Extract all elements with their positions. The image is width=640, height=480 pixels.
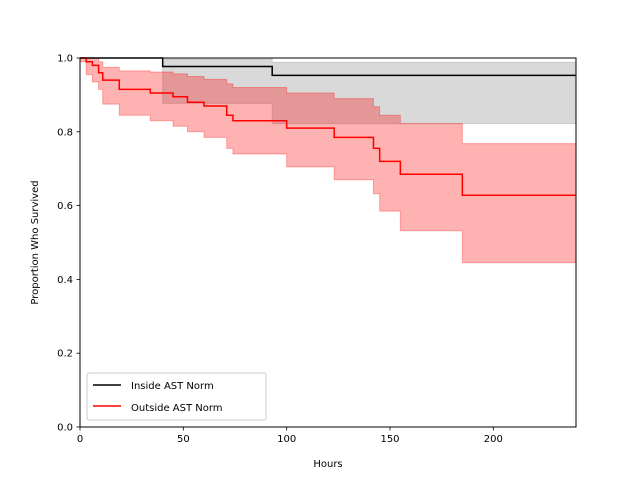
legend-label-inside: Inside AST Norm bbox=[131, 381, 214, 392]
confidence-bands bbox=[79, 57, 577, 264]
plot-frame bbox=[79, 57, 577, 428]
y-tick-label: 1.0 bbox=[57, 54, 73, 65]
y-axis-ticks: 0.0 0.2 0.4 0.6 0.8 1.0 bbox=[57, 54, 80, 434]
confidence-band-outside bbox=[79, 57, 577, 264]
survival-line-outside bbox=[80, 57, 576, 197]
x-tick-label: 100 bbox=[277, 434, 296, 445]
legend-label-outside: Outside AST Norm bbox=[131, 403, 223, 414]
x-tick-label: 200 bbox=[484, 434, 503, 445]
x-axis-label: Hours bbox=[313, 459, 342, 470]
x-tick-label: 50 bbox=[177, 434, 190, 445]
y-tick-label: 0.2 bbox=[57, 349, 73, 360]
y-tick-label: 0.6 bbox=[57, 201, 73, 212]
y-axis-label: Proportion Who Survived bbox=[30, 180, 41, 304]
x-tick-label: 150 bbox=[380, 434, 399, 445]
y-tick-label: 0.0 bbox=[57, 423, 73, 434]
y-tick-label: 0.4 bbox=[57, 275, 73, 286]
x-tick-label: 0 bbox=[77, 434, 83, 445]
x-axis-ticks: 0 50 100 150 200 bbox=[77, 427, 503, 445]
legend: Inside AST Norm Outside AST Norm bbox=[86, 372, 267, 421]
legend-box bbox=[86, 372, 267, 421]
y-tick-label: 0.8 bbox=[57, 127, 73, 138]
